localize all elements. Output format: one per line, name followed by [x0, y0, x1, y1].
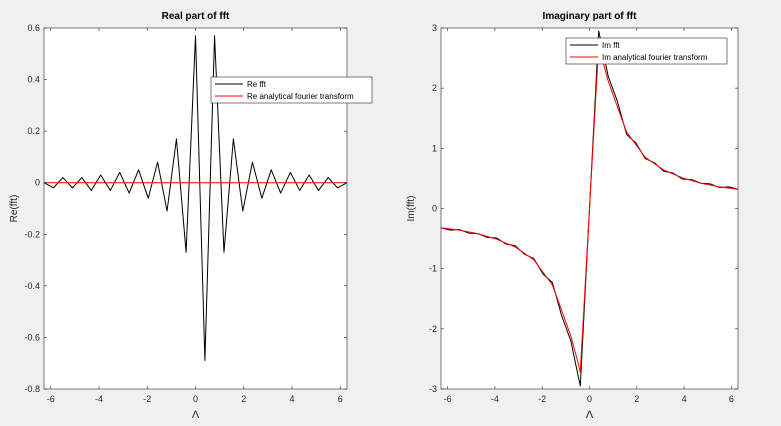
- legend: Im fft Im analytical fourier transform: [565, 37, 728, 65]
- x-tick-label: 6: [729, 394, 734, 404]
- chart-title: Imaginary part of fft: [543, 11, 638, 22]
- legend-box: [210, 76, 373, 104]
- series-line-analytical: [441, 44, 738, 373]
- y-axis-label: Re(fft): [9, 195, 20, 223]
- x-tick-label: 0: [587, 394, 592, 404]
- y-tick-label: -0.6: [24, 332, 40, 342]
- x-tick-label: 4: [682, 394, 687, 404]
- y-axis-label: Im(fft): [406, 196, 417, 222]
- legend-label: Im fft: [602, 41, 620, 50]
- real-part-plot: -6 -4 -2 0 2 4 6 -0.8 -0.6 -0.4 -0.2 0 0.2 0.4 0.6 Real…: [9, 11, 373, 421]
- x-tick-label: -6: [47, 394, 55, 404]
- y-tick-label: 0.6: [27, 23, 40, 33]
- y-tick-label: -0.4: [24, 281, 40, 291]
- legend-label: Im analytical fourier transform: [602, 53, 708, 62]
- y-tick-label: -0.8: [24, 384, 40, 394]
- x-tick-label: 0: [193, 394, 198, 404]
- series-group: [441, 30, 738, 387]
- y-tick-label: -1: [429, 264, 437, 274]
- x-tick-label: 2: [241, 394, 246, 404]
- chart-title: Real part of fft: [162, 11, 230, 22]
- x-tick-label: 4: [289, 394, 294, 404]
- y-tick-label: -3: [429, 384, 437, 394]
- y-tick-label: -0.2: [24, 229, 40, 239]
- x-axis-label: Λ: [192, 409, 200, 421]
- y-tick-label: 0: [432, 204, 437, 214]
- y-tick-label: 3: [432, 23, 437, 33]
- legend-label: Re fft: [247, 80, 267, 89]
- x-axis-label: Λ: [586, 409, 594, 421]
- x-tick-label: -4: [95, 394, 103, 404]
- y-tick-label: 0: [35, 178, 40, 188]
- x-tick-label: -4: [491, 394, 499, 404]
- x-tick-label: 6: [338, 394, 343, 404]
- x-tick-label: -2: [143, 394, 151, 404]
- y-tick-label: 2: [432, 83, 437, 93]
- legend-label: Re analytical fourier transform: [247, 92, 354, 101]
- legend-box: [565, 37, 728, 65]
- x-tick-label: 2: [634, 394, 639, 404]
- y-tick-label: 1: [432, 143, 437, 153]
- series-line-fft: [44, 35, 347, 362]
- x-tick-label: -2: [538, 394, 546, 404]
- y-tick-label: 0.4: [27, 75, 40, 85]
- imaginary-part-plot: -6 -4 -2 0 2 4 6 -3 -2 -1 0 1 2 3 Imaginary part of ff…: [406, 11, 739, 421]
- x-tick-label: -6: [444, 394, 452, 404]
- legend: Re fft Re analytical fourier transform: [210, 76, 373, 104]
- y-tick-label: -2: [429, 324, 437, 334]
- y-tick-label: 0.2: [27, 126, 40, 136]
- series-group: [44, 35, 347, 362]
